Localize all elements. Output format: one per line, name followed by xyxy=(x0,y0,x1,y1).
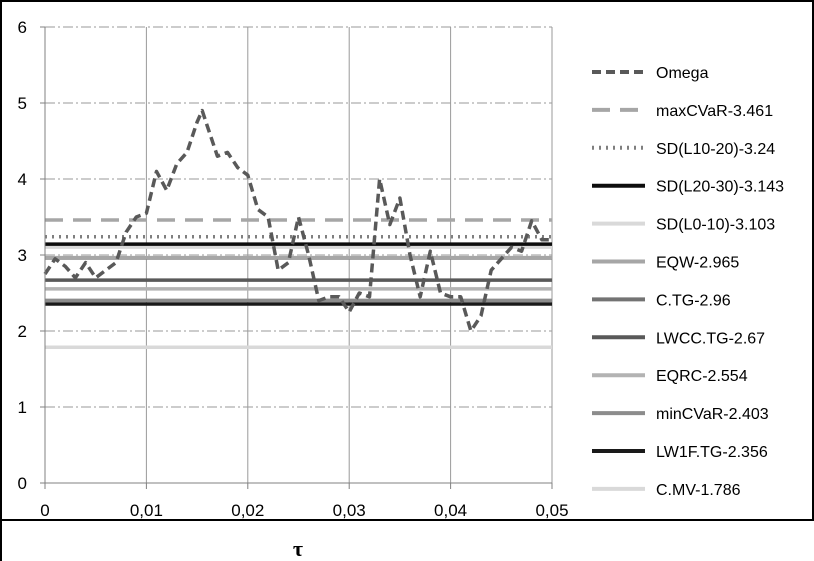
legend-label: EQW-2.965 xyxy=(656,255,739,272)
x-tick-label: 0,03 xyxy=(333,501,366,520)
x-tick-label: 0,05 xyxy=(535,501,568,520)
frame-border-bottom xyxy=(0,519,814,521)
grid-lines xyxy=(45,26,553,483)
legend-label: minCVaR-2.403 xyxy=(656,406,769,423)
y-tick-label: 6 xyxy=(18,18,27,37)
series-line-omega xyxy=(43,108,552,333)
x-tick-labels: 0 0,01 0,02 0,03 0,04 0,05 xyxy=(40,501,568,520)
axes xyxy=(40,26,553,489)
legend: Omega maxCVaR-3.461 SD(L10-20)-3.24 SD(L20-… xyxy=(592,65,784,499)
x-tick-label: 0,01 xyxy=(130,501,163,520)
y-tick-label: 2 xyxy=(18,322,27,341)
legend-label: EQRC-2.554 xyxy=(656,368,748,385)
frame-border-left xyxy=(0,0,2,561)
omega-series xyxy=(43,108,552,333)
legend-label: maxCVaR-3.461 xyxy=(656,103,773,120)
legend-label: Omega xyxy=(656,65,709,82)
x-tick-label: 0,04 xyxy=(434,501,467,520)
y-tick-label: 3 xyxy=(18,246,27,265)
legend-label: C.MV-1.786 xyxy=(656,482,741,499)
frame-border-top xyxy=(0,0,814,2)
x-tick-label: 0 xyxy=(40,501,49,520)
legend-label: SD(L10-20)-3.24 xyxy=(656,141,775,158)
y-tick-label: 0 xyxy=(18,474,27,493)
y-tick-label: 1 xyxy=(18,398,27,417)
y-tick-label: 5 xyxy=(18,94,27,113)
legend-label: SD(L20-30)-3.143 xyxy=(656,179,784,196)
y-tick-labels: 0 1 2 3 4 5 6 xyxy=(18,18,27,493)
x-tick-label: 0,02 xyxy=(231,501,264,520)
y-tick-label: 4 xyxy=(18,170,27,189)
legend-label: SD(L0-10)-3.103 xyxy=(656,217,775,234)
legend-label: LW1F.TG-2.356 xyxy=(656,444,768,461)
legend-label: LWCC.TG-2.67 xyxy=(656,330,765,347)
constant-series-lines xyxy=(45,218,552,350)
x-axis-title: τ xyxy=(293,536,303,561)
frame-border-right xyxy=(812,0,814,520)
legend-label: C.TG-2.96 xyxy=(656,292,731,309)
